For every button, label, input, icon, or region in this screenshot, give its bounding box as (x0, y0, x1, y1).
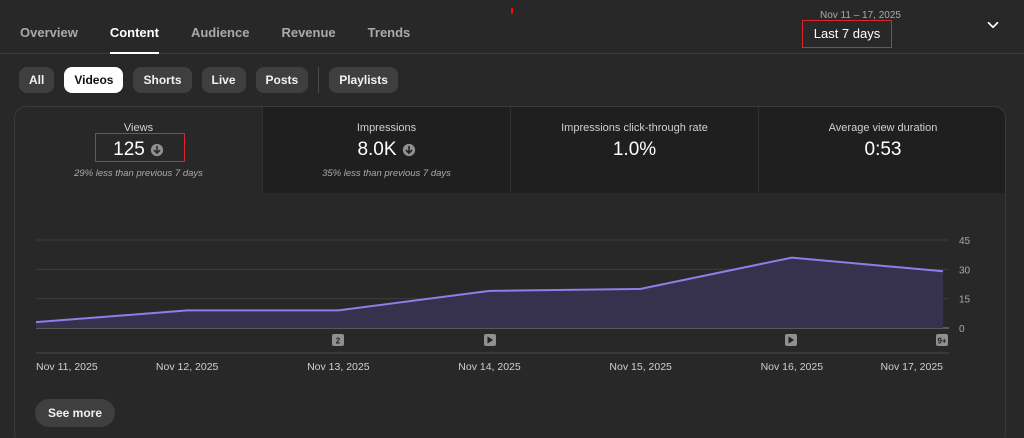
metric-value: 125 (15, 139, 262, 161)
video-markers: 2 9+ (332, 334, 948, 346)
metrics-card: Views 125 29% less than previous 7 days … (14, 106, 1006, 438)
views-series-line (35, 256, 944, 324)
analytics-tabs: Overview Content Audience Revenue Trends (20, 0, 442, 54)
metric-label: Views (123, 122, 154, 134)
metric-avg-view-duration[interactable]: Average view duration 0:53 (759, 107, 1005, 193)
see-more-button[interactable]: See more (35, 399, 116, 427)
tab-overview[interactable]: Overview (20, 25, 78, 40)
x-axis-ticks: Nov 11, 2025 Nov 12, 2025 Nov 13, 2025 Nov … (36, 361, 943, 373)
chip-shorts[interactable]: Shorts (133, 67, 192, 93)
tab-revenue[interactable]: Revenue (281, 25, 336, 40)
x-tick-label: Nov 12, 2025 (156, 361, 219, 373)
chart-area (35, 256, 944, 328)
tab-content[interactable]: Content (109, 0, 160, 54)
date-range-selector[interactable]: Last 7 days (802, 20, 892, 48)
x-tick-label: Nov 14, 2025 (458, 361, 521, 373)
top-nav: Overview Content Audience Revenue Trends… (0, 0, 1024, 54)
y-tick-label: 30 (959, 265, 971, 276)
y-tick-label: 0 (959, 324, 965, 335)
metric-value: 1.0% (511, 139, 758, 161)
metric-note: 35% less than previous 7 days (322, 168, 451, 179)
metric-label: Impressions click-through rate (561, 122, 708, 134)
views-value: 125 (113, 139, 145, 160)
metric-ctr[interactable]: Impressions click-through rate 1.0% (511, 107, 759, 193)
tab-audience[interactable]: Audience (190, 25, 250, 40)
arrow-down-circle-icon (150, 143, 163, 157)
metric-tabs: Views 125 29% less than previous 7 days … (15, 107, 1005, 193)
recording-dot (511, 8, 513, 14)
avd-value: 0:53 (864, 139, 902, 160)
y-axis-ticks: 0 15 30 45 (959, 236, 971, 335)
metric-value: 8.0K (263, 139, 510, 161)
chevron-down-icon[interactable] (984, 16, 1002, 34)
metric-label: Average view duration (828, 122, 938, 134)
date-range-dates: Nov 11 – 17, 2025 (820, 10, 901, 21)
chip-videos[interactable]: Videos (64, 67, 124, 93)
ctr-value: 1.0% (612, 139, 657, 160)
highlight-box (95, 133, 185, 162)
play-icon[interactable] (484, 334, 496, 346)
arrow-down-circle-icon (402, 143, 415, 157)
views-area-fill (36, 257, 943, 328)
metric-value: 0:53 (759, 139, 1005, 161)
x-tick-label: Nov 13, 2025 (307, 361, 370, 373)
chip-divider (318, 67, 320, 93)
views-chart: 0 15 30 45 Nov 11, 2025 Nov 12, 2025 Nov 13, … (35, 236, 971, 373)
svg-text:2: 2 (336, 337, 341, 346)
impressions-value: 8.0K (357, 139, 397, 160)
chip-all[interactable]: All (19, 67, 55, 93)
y-tick-label: 45 (959, 236, 971, 247)
content-type-chips: All Videos Shorts Live Posts Playlists (19, 67, 408, 93)
video-count-marker[interactable]: 9+ (936, 334, 948, 346)
x-tick-label: Nov 11, 2025 (36, 361, 98, 373)
svg-text:9+: 9+ (937, 337, 946, 346)
x-tick-label: Nov 15, 2025 (609, 361, 672, 373)
metric-impressions[interactable]: Impressions 8.0K 35% less than previous … (263, 107, 511, 193)
metric-label: Impressions (356, 122, 417, 134)
chip-live[interactable]: Live (201, 67, 246, 93)
chip-playlists[interactable]: Playlists (329, 67, 398, 93)
x-tick-label: Nov 17, 2025 (881, 361, 944, 373)
metric-note: 29% less than previous 7 days (74, 168, 203, 179)
video-count-marker[interactable]: 2 (332, 334, 344, 346)
play-icon[interactable] (785, 334, 797, 346)
y-tick-label: 15 (959, 295, 971, 306)
x-tick-label: Nov 16, 2025 (761, 361, 824, 373)
tab-trends[interactable]: Trends (367, 25, 411, 40)
metric-views[interactable]: Views 125 29% less than previous 7 days (15, 107, 263, 193)
chip-posts[interactable]: Posts (255, 67, 309, 93)
